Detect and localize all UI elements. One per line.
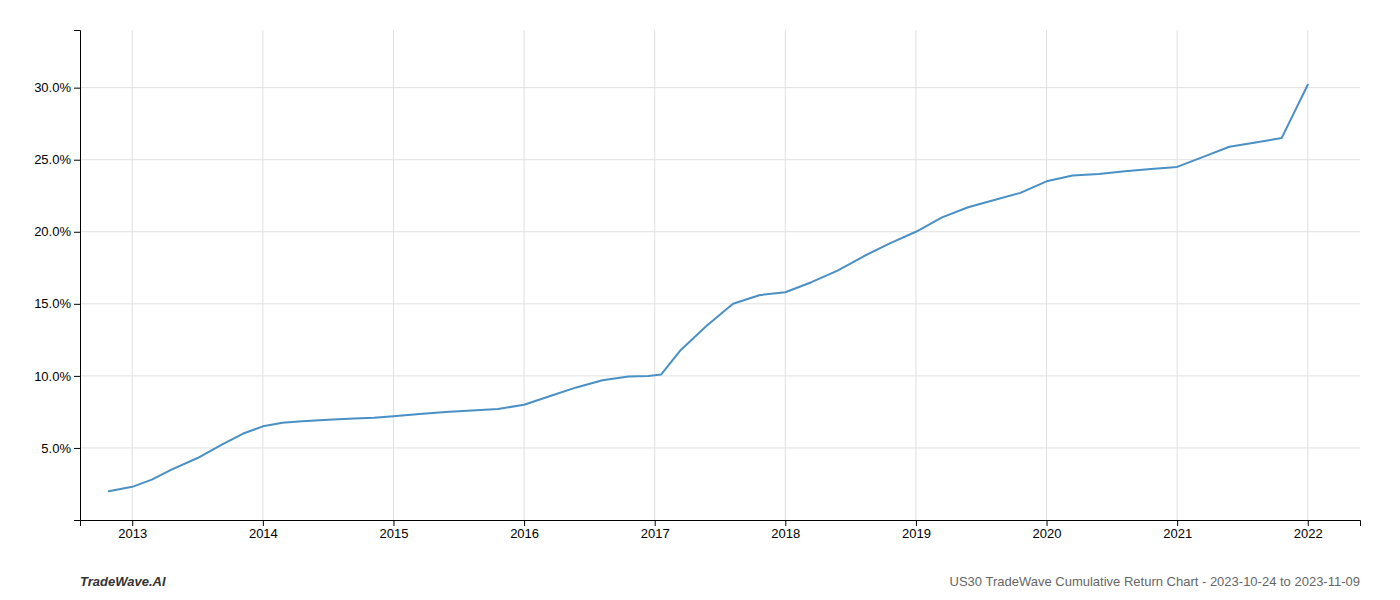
tick-mark: [393, 520, 394, 526]
grid-line: [1177, 30, 1178, 520]
grid-line: [262, 30, 263, 520]
tick: 20.0%: [34, 224, 80, 239]
tick-label: 2014: [249, 526, 278, 541]
axis-line: [74, 31, 81, 521]
grid-line: [80, 447, 1360, 448]
grid-line: [393, 30, 394, 520]
tick: 2017: [641, 520, 670, 541]
axis-line: [81, 521, 1361, 527]
tick-mark: [916, 520, 917, 526]
grid-line: [1046, 30, 1047, 520]
grid-line: [524, 30, 525, 520]
tick-mark: [524, 520, 525, 526]
tick: 30.0%: [34, 80, 80, 95]
grid-line: [80, 231, 1360, 232]
tick: 10.0%: [34, 369, 80, 384]
tick-mark: [1047, 520, 1048, 526]
tick: 15.0%: [34, 296, 80, 311]
tick: 2015: [380, 520, 409, 541]
y-axis: 5.0% 10.0% 15.0% 20.0% 25.0% 30.0%: [34, 31, 80, 521]
x-axis: 2013 2014 2015 2016 2017 2018 2019 2020 2021 2022: [81, 520, 1361, 541]
tick-label: 2016: [510, 526, 539, 541]
footer: TradeWave.AI US30 TradeWave Cumulative Re…: [80, 574, 1360, 589]
tick-mark: [655, 520, 656, 526]
chart: 2013 2014 2015 2016 2017 2018 2019 2020 2021 2022…: [0, 0, 1400, 600]
line: [109, 85, 1308, 491]
tick-label: 2022: [1294, 526, 1323, 541]
tick-label: 2017: [641, 526, 670, 541]
grid-line: [80, 303, 1360, 304]
tick-label: 25.0%: [34, 152, 71, 167]
tick: 2014: [249, 520, 278, 541]
grid-line: [654, 30, 655, 520]
tick-label: 2018: [771, 526, 800, 541]
tick-label: 10.0%: [34, 369, 71, 384]
tick-mark: [74, 304, 80, 305]
tick-mark: [263, 520, 264, 526]
tick-mark: [1308, 520, 1309, 526]
tick: 2016: [510, 520, 539, 541]
tick-mark: [1177, 520, 1178, 526]
grid-line: [1307, 30, 1308, 520]
tick-label: 5.0%: [41, 441, 71, 456]
tick-label: 30.0%: [34, 80, 71, 95]
tick: 2013: [118, 520, 147, 541]
grid-line: [80, 87, 1360, 88]
tick: 25.0%: [34, 152, 80, 167]
tick-mark: [74, 232, 80, 233]
plot-area: 2013 2014 2015 2016 2017 2018 2019 2020 2021 2022…: [34, 30, 1360, 541]
tick-label: 2015: [380, 526, 409, 541]
tick-label: 2019: [902, 526, 931, 541]
grid-line: [132, 30, 133, 520]
tick-mark: [74, 448, 80, 449]
grid-line: [80, 159, 1360, 160]
grid-line: [80, 375, 1360, 376]
tick-mark: [74, 376, 80, 377]
tick-mark: [74, 160, 80, 161]
tick: 5.0%: [41, 441, 80, 456]
tick: 2021: [1163, 520, 1192, 541]
tick-label: 2013: [118, 526, 147, 541]
grid: [80, 30, 1360, 520]
tick-mark: [785, 520, 786, 526]
footer-left: TradeWave.AI: [80, 574, 166, 589]
marks: [109, 85, 1308, 491]
tick: 2020: [1033, 520, 1062, 541]
tick-mark: [132, 520, 133, 526]
tick-label: 20.0%: [34, 224, 71, 239]
grid-line: [785, 30, 786, 520]
tick-label: 2020: [1033, 526, 1062, 541]
tick-label: 2021: [1163, 526, 1192, 541]
tick: 2019: [902, 520, 931, 541]
tick-mark: [74, 88, 80, 89]
grid-line: [915, 30, 916, 520]
tick-label: 15.0%: [34, 296, 71, 311]
footer-right: US30 TradeWave Cumulative Return Chart -…: [950, 574, 1360, 589]
tick: 2018: [771, 520, 800, 541]
tick: 2022: [1294, 520, 1323, 541]
